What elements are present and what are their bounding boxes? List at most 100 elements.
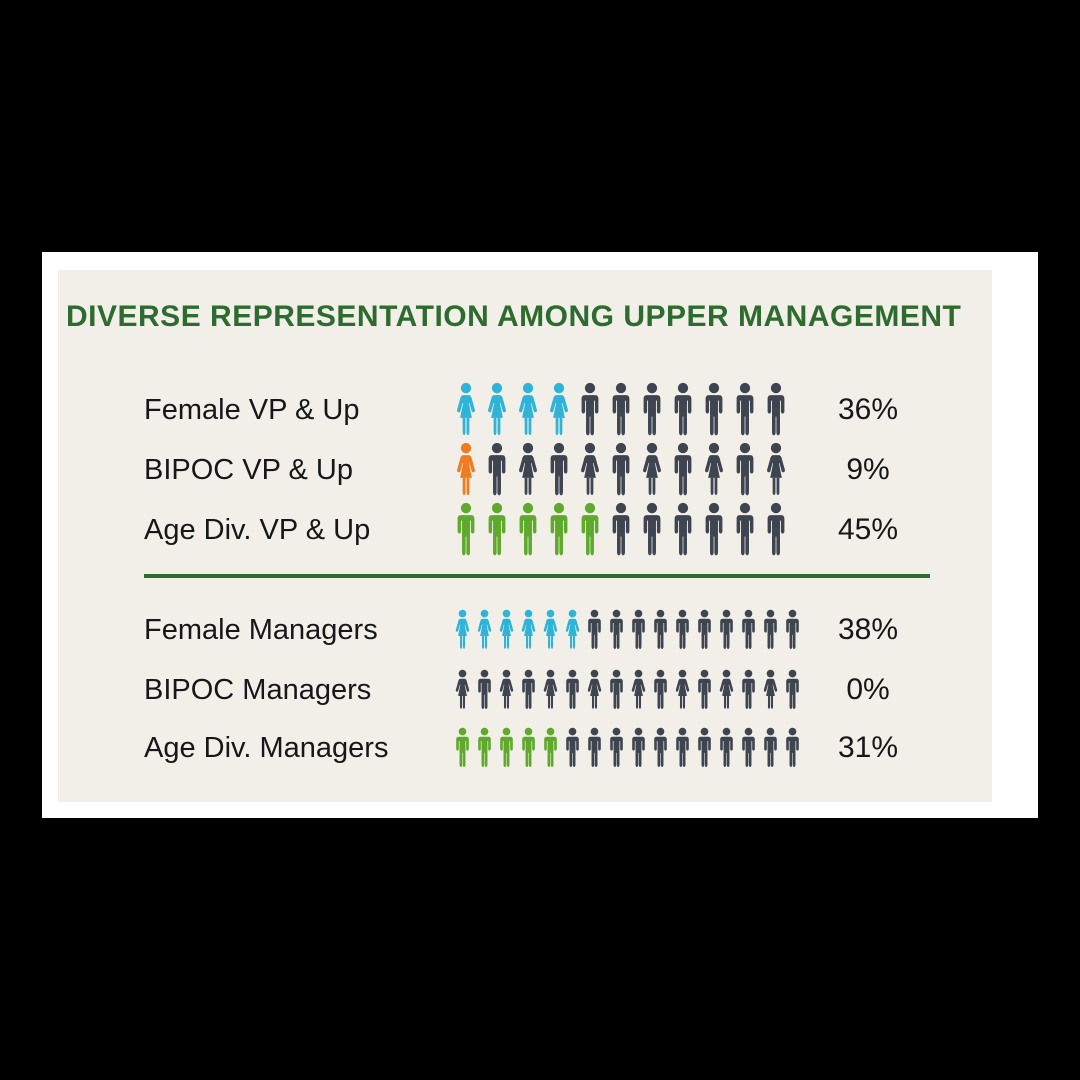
chart-row: BIPOC VP & Up 9% — [144, 440, 984, 500]
person-icon — [612, 382, 630, 436]
person-icon — [654, 609, 667, 650]
percent-value: 36% — [837, 393, 899, 426]
person-icon — [643, 382, 661, 436]
divider-line — [144, 574, 930, 578]
person-icon — [550, 502, 568, 556]
chart-row: Age Div. VP & Up 45% — [144, 500, 984, 560]
icon-strip — [452, 442, 793, 498]
person-icon — [719, 669, 734, 709]
person-icon — [742, 727, 755, 768]
person-icon — [786, 727, 799, 768]
person-icon — [581, 502, 599, 556]
chart-row: Age Div. Managers 31% — [144, 718, 984, 778]
person-icon — [705, 442, 723, 496]
row-label: Female Managers — [144, 613, 378, 646]
row-label: Female VP & Up — [144, 393, 360, 426]
person-icon — [720, 609, 733, 650]
icon-strip — [452, 382, 793, 438]
row-label: BIPOC VP & Up — [144, 453, 353, 486]
person-icon — [705, 502, 723, 556]
person-icon — [676, 727, 689, 768]
person-icon — [488, 502, 506, 556]
person-icon — [522, 669, 535, 710]
person-icon — [764, 727, 777, 768]
person-icon — [676, 609, 689, 650]
chart-row: Female Managers 38% — [144, 600, 984, 660]
person-icon — [742, 669, 755, 710]
person-icon — [610, 609, 623, 650]
person-icon — [705, 382, 723, 436]
person-icon — [698, 727, 711, 768]
person-icon — [522, 727, 535, 768]
person-icon — [654, 727, 667, 768]
person-icon — [654, 669, 667, 710]
person-icon — [581, 442, 599, 496]
person-icon — [500, 727, 513, 768]
person-icon — [543, 609, 558, 649]
icon-strip — [452, 502, 793, 558]
person-icon — [543, 669, 558, 709]
person-icon — [698, 669, 711, 710]
chart-rows-container: Female VP & Up 36% BIPOC VP & Up 9% Age Div.… — [58, 270, 992, 802]
person-icon — [612, 502, 630, 556]
person-icon — [610, 669, 623, 710]
icon-strip — [452, 669, 804, 711]
person-icon — [587, 669, 602, 709]
person-icon — [455, 669, 470, 709]
person-icon — [455, 609, 470, 649]
person-icon — [499, 609, 514, 649]
person-icon — [457, 502, 475, 556]
person-icon — [581, 382, 599, 436]
person-icon — [698, 609, 711, 650]
person-icon — [675, 669, 690, 709]
person-icon — [478, 727, 491, 768]
person-icon — [767, 382, 785, 436]
person-icon — [566, 669, 579, 710]
row-label: Age Div. VP & Up — [144, 513, 371, 546]
person-icon — [610, 727, 623, 768]
person-icon — [736, 502, 754, 556]
person-icon — [674, 442, 692, 496]
person-icon — [565, 609, 580, 649]
person-icon — [786, 609, 799, 650]
person-icon — [763, 669, 778, 709]
person-icon — [488, 442, 506, 496]
person-icon — [736, 382, 754, 436]
row-label: Age Div. Managers — [144, 731, 389, 764]
person-icon — [632, 609, 645, 650]
person-icon — [764, 609, 777, 650]
person-icon — [631, 669, 646, 709]
chart-row: BIPOC Managers 0% — [144, 660, 984, 720]
person-icon — [477, 609, 492, 649]
person-icon — [488, 382, 506, 436]
person-icon — [588, 727, 601, 768]
chart-row: Female VP & Up 36% — [144, 380, 984, 440]
percent-value: 45% — [837, 513, 899, 546]
person-icon — [550, 442, 568, 496]
infographic-card: DIVERSE REPRESENTATION AMONG UPPER MANAG… — [42, 252, 1038, 818]
person-icon — [519, 382, 537, 436]
row-label: BIPOC Managers — [144, 673, 372, 706]
person-icon — [643, 442, 661, 496]
person-icon — [674, 502, 692, 556]
person-icon — [521, 609, 536, 649]
person-icon — [550, 382, 568, 436]
person-icon — [643, 502, 661, 556]
person-icon — [457, 382, 475, 436]
person-icon — [674, 382, 692, 436]
person-icon — [767, 502, 785, 556]
icon-strip — [452, 727, 804, 769]
icon-strip — [452, 609, 804, 651]
person-icon — [519, 502, 537, 556]
percent-value: 0% — [846, 673, 890, 706]
percent-value: 9% — [846, 453, 890, 486]
person-icon — [544, 727, 557, 768]
person-icon — [632, 727, 645, 768]
person-icon — [767, 442, 785, 496]
person-icon — [612, 442, 630, 496]
percent-value: 31% — [837, 731, 899, 764]
person-icon — [519, 442, 537, 496]
person-icon — [742, 609, 755, 650]
person-icon — [456, 727, 469, 768]
percent-value: 38% — [837, 613, 899, 646]
